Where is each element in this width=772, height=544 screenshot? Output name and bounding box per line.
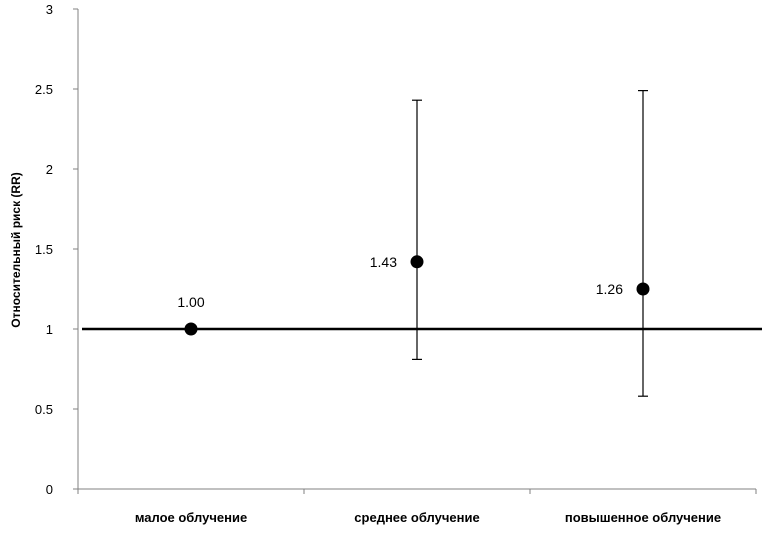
data-label: 1.43: [370, 254, 397, 270]
y-tick-label: 1: [46, 322, 53, 337]
data-label: 1.00: [177, 294, 204, 310]
y-tick-label: 0: [46, 482, 53, 497]
x-category-label: повышенное облучение: [565, 510, 721, 525]
x-axis: малое облучение среднее облучение повышенн…: [77, 488, 757, 525]
y-tick-label: 2.5: [35, 82, 53, 97]
y-axis-label: Относительный риск (RR): [9, 172, 23, 327]
x-category-label: малое облучение: [135, 510, 247, 525]
data-labels-layer: 1.00 1.43 1.26: [177, 254, 623, 310]
y-tick-label: 2: [46, 162, 53, 177]
y-tick-label: 1.5: [35, 242, 53, 257]
error-bars-layer: [412, 89, 648, 397]
data-label: 1.26: [596, 281, 623, 297]
data-point: [636, 282, 650, 296]
x-category-label: среднее облучение: [354, 510, 479, 525]
y-tick-label: 0.5: [35, 402, 53, 417]
data-point: [410, 255, 424, 269]
data-point: [184, 322, 198, 336]
points-layer: [184, 255, 650, 336]
y-tick-label: 3: [46, 2, 53, 17]
y-axis: 0 0.5 1 1.5 2 2.5 3: [35, 2, 79, 497]
